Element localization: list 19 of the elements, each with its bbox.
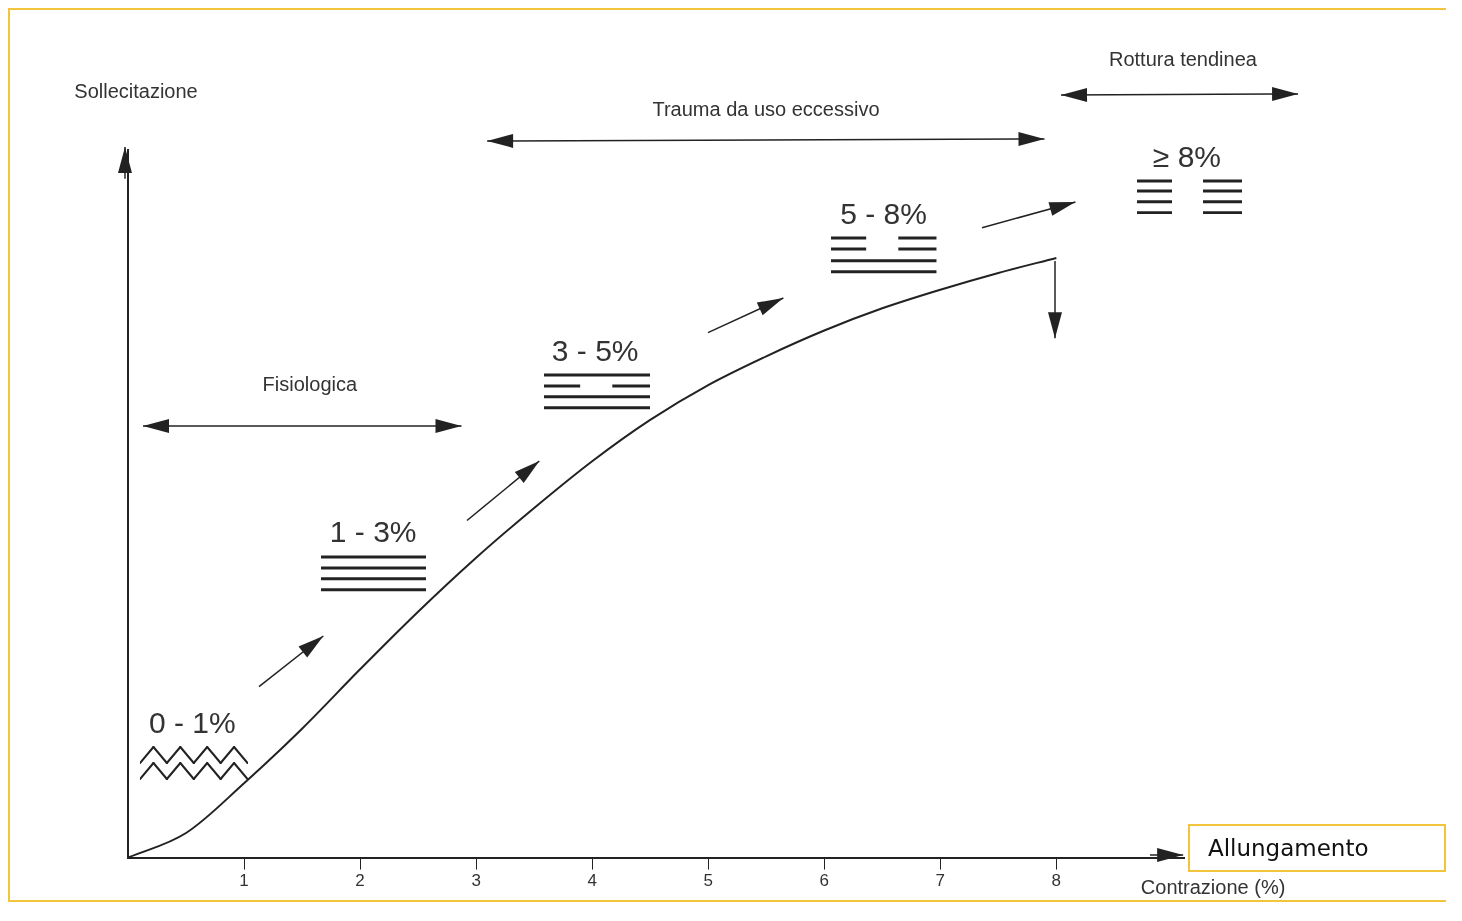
text: 5 - 8%: [840, 196, 927, 230]
x-tick-label: 6: [819, 871, 829, 891]
annotation: 0 - 1%: [148, 705, 236, 739]
text: ≥ 8%: [1152, 139, 1222, 173]
x-tick-label: 5: [703, 871, 713, 891]
annotation: 3 - 5%: [551, 333, 639, 367]
x-axis-title: Contrazione (%): [1140, 876, 1286, 899]
annotation: Fisiologica: [262, 372, 358, 395]
x-tick-label: 2: [355, 871, 365, 891]
text: Rottura tendinea: [1108, 47, 1257, 70]
x-tick-label: 7: [935, 871, 946, 891]
annotation: 1 - 3%: [329, 514, 417, 547]
x-tick-label: 1: [239, 871, 249, 891]
x-tick-label: 3: [471, 871, 481, 891]
x-tick-label: 8: [1051, 871, 1062, 891]
text: Sollecitazione: [74, 80, 198, 103]
x-tick-label: 4: [587, 871, 597, 891]
text: Allungamento: [1187, 823, 1446, 872]
text: Trauma da uso eccessivo: [652, 98, 880, 121]
